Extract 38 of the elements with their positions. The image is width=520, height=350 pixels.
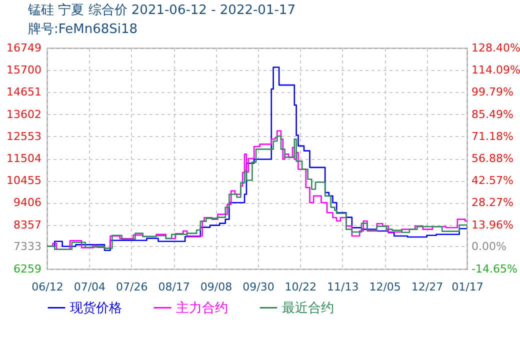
y2-tick-label: 128.40%	[472, 42, 520, 54]
y-tick-label: 7333	[14, 240, 42, 253]
y2-tick-label: 13.96%	[472, 218, 514, 232]
y2-tick-label: 71.18%	[472, 130, 514, 143]
x-tick-label: 12/27	[411, 280, 444, 294]
x-tick-label: 09/08	[200, 280, 232, 294]
y2-tick-label: 28.27%	[472, 196, 514, 210]
y-tick-label: 16749	[6, 42, 42, 54]
chart-title: 锰硅 宁夏 综合价 2021-06-12 - 2022-01-17	[27, 2, 296, 18]
y2-tick-label: 56.88%	[472, 152, 514, 165]
y-tick-label: 10455	[6, 174, 42, 188]
y2-tick-label: 99.79%	[472, 86, 514, 99]
y-tick-label: 15700	[6, 64, 42, 77]
legend-label: 现货价格	[70, 300, 122, 316]
y-tick-label: 9406	[14, 196, 42, 210]
y-tick-label: 13602	[6, 108, 42, 121]
y2-tick-label: 85.49%	[472, 108, 514, 121]
x-tick-label: 06/12	[32, 280, 64, 294]
chart-subtitle: 牌号:FeMn68Si18	[28, 22, 138, 37]
y2-tick-label: 0.00%	[472, 240, 506, 253]
y-tick-label: 8357	[14, 218, 42, 232]
y-tick-label: 12553	[6, 130, 42, 143]
legend-label: 主力合约	[176, 300, 228, 316]
x-tick-label: 11/13	[326, 280, 359, 294]
y2-tick-label: 114.09%	[472, 64, 520, 77]
y-tick-label: 11504	[6, 152, 42, 165]
y-tick-label: 14651	[6, 86, 42, 99]
x-tick-label: 09/30	[242, 280, 274, 294]
x-tick-label: 12/05	[369, 280, 401, 294]
x-tick-label: 08/17	[158, 280, 190, 294]
x-tick-label: 07/26	[116, 280, 148, 294]
x-tick-label: 01/17	[452, 280, 484, 294]
y2-tick-label: -14.65%	[472, 262, 518, 276]
y2-tick-label: 42.57%	[472, 174, 514, 188]
x-tick-label: 07/04	[74, 280, 106, 294]
y-tick-label: 6259	[14, 262, 42, 276]
legend-label: 最近合约	[282, 300, 334, 316]
x-tick-label: 10/22	[284, 280, 316, 294]
